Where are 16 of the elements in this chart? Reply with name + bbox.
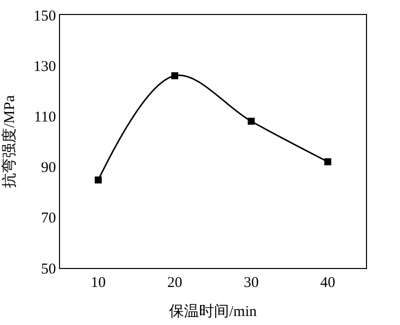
point <box>324 158 332 166</box>
point <box>171 72 178 80</box>
y-tick-label: 90 <box>41 160 56 176</box>
y-tick-label: 150 <box>34 8 56 24</box>
x-tick-label: 40 <box>320 275 336 291</box>
x-tick-label: 10 <box>90 275 106 291</box>
x-tick-label: 30 <box>244 275 259 291</box>
y-tick-label: 70 <box>41 210 56 227</box>
y-tick-label: 50 <box>41 261 56 278</box>
point <box>94 176 102 184</box>
y-tick-label: 130 <box>34 58 56 75</box>
y-tick-label: 110 <box>34 109 56 126</box>
point <box>248 118 255 125</box>
x-axis-title: 保温时间/min <box>169 303 258 320</box>
y-axis-title: 抗弯强度/MPa <box>0 94 18 188</box>
x-tick-label: 20 <box>167 275 182 291</box>
